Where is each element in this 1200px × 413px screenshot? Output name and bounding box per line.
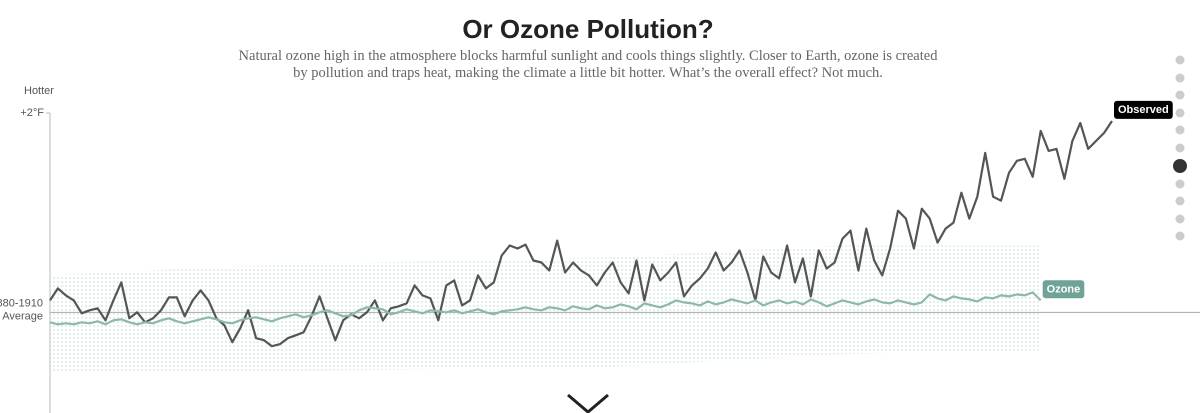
nav-dot[interactable]: [1175, 143, 1185, 153]
series-line: [49, 291, 1042, 326]
nav-dot[interactable]: [1175, 196, 1185, 206]
series-label: Ozone: [1042, 280, 1085, 299]
nav-dot[interactable]: [1175, 73, 1185, 83]
series-label-text: Ozone: [1047, 283, 1081, 295]
nav-dot[interactable]: [1175, 55, 1185, 65]
nav-dot[interactable]: [1175, 179, 1185, 189]
series-line: [49, 120, 1113, 348]
scroll-down-chevron[interactable]: [567, 393, 609, 413]
nav-dot-active[interactable]: [1173, 159, 1187, 173]
page-nav: [1173, 55, 1187, 241]
series-label-badge: [1042, 280, 1085, 299]
series-label-badge: [1114, 100, 1173, 119]
nav-dot[interactable]: [1175, 214, 1185, 224]
series-label: Observed: [1114, 100, 1173, 119]
nav-dot[interactable]: [1175, 90, 1185, 100]
nav-dot[interactable]: [1175, 108, 1185, 118]
y-axis-label: Hotter: [24, 85, 54, 97]
nav-dot[interactable]: [1175, 125, 1185, 135]
title: Or Ozone Pollution?: [462, 14, 714, 44]
series-label-text: Observed: [1118, 104, 1169, 116]
subtitle: Natural ozone high in the atmosphere blo…: [238, 48, 938, 81]
nav-dot[interactable]: [1175, 231, 1185, 241]
y-tick-label: +2°F: [20, 107, 44, 119]
